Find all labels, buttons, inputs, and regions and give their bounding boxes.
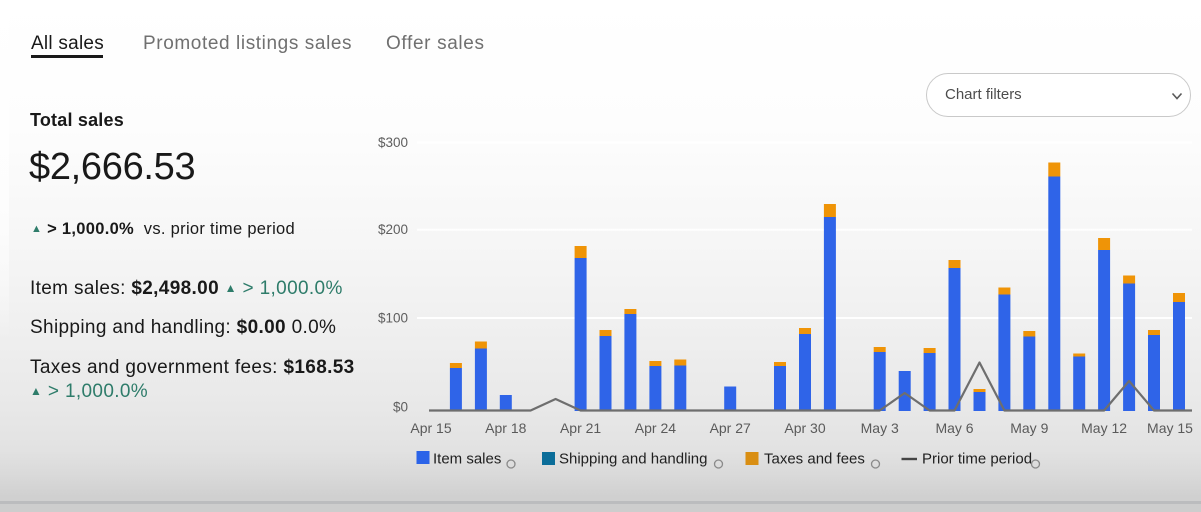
svg-text:Item sales: Item sales	[433, 451, 501, 468]
svg-text:Prior time period: Prior time period	[922, 451, 1032, 468]
svg-text:Apr 15: Apr 15	[410, 420, 451, 436]
svg-text:Apr 18: Apr 18	[485, 420, 526, 436]
svg-text:Apr 21: Apr 21	[560, 420, 601, 436]
svg-text:Shipping and handling: Shipping and handling	[559, 451, 707, 468]
svg-text:May 12: May 12	[1081, 420, 1127, 436]
svg-text:Apr 27: Apr 27	[710, 420, 751, 436]
svg-text:May 15: May 15	[1147, 420, 1193, 436]
svg-text:$100: $100	[378, 311, 408, 326]
svg-text:May 6: May 6	[935, 420, 973, 436]
svg-text:$300: $300	[378, 135, 408, 150]
svg-text:Apr 24: Apr 24	[635, 420, 676, 436]
svg-text:$0: $0	[393, 400, 408, 415]
svg-text:May 9: May 9	[1010, 420, 1048, 436]
svg-text:May 3: May 3	[861, 420, 899, 436]
svg-text:Taxes and fees: Taxes and fees	[764, 451, 865, 468]
svg-text:$200: $200	[378, 222, 408, 237]
svg-text:Apr 30: Apr 30	[784, 420, 825, 436]
